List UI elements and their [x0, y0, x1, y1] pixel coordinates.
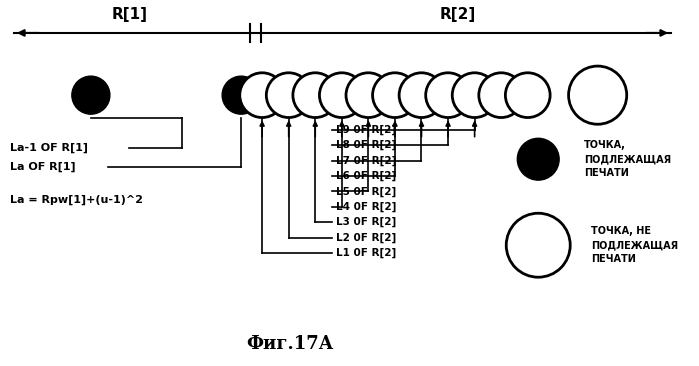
Text: ТОЧКА,
ПОДЛЕЖАЩАЯ
ПЕЧАТИ: ТОЧКА, ПОДЛЕЖАЩАЯ ПЕЧАТИ	[584, 140, 671, 178]
Ellipse shape	[517, 138, 559, 180]
Text: La-1 OF R[1]: La-1 OF R[1]	[10, 143, 89, 153]
Text: R[1]: R[1]	[111, 7, 147, 22]
Ellipse shape	[506, 213, 570, 277]
Text: L8 0F R[2]: L8 0F R[2]	[336, 140, 396, 150]
Text: L3 0F R[2]: L3 0F R[2]	[336, 217, 396, 227]
Text: L9 0F R[2]: L9 0F R[2]	[336, 125, 396, 135]
Text: L7 0F R[2]: L7 0F R[2]	[336, 156, 396, 166]
Text: La = Rpw[1]+(u-1)^2: La = Rpw[1]+(u-1)^2	[10, 194, 143, 205]
Ellipse shape	[346, 73, 391, 117]
Text: R[2]: R[2]	[440, 7, 476, 22]
Text: L4 0F R[2]: L4 0F R[2]	[336, 202, 396, 212]
Text: L5 0F R[2]: L5 0F R[2]	[336, 186, 396, 197]
Ellipse shape	[240, 73, 284, 117]
Text: L2 0F R[2]: L2 0F R[2]	[336, 232, 396, 243]
Ellipse shape	[72, 76, 110, 114]
Text: La OF R[1]: La OF R[1]	[10, 161, 76, 172]
Ellipse shape	[568, 66, 627, 124]
Ellipse shape	[479, 73, 524, 117]
Text: ТОЧКА, НЕ
ПОДЛЕЖАЩАЯ
ПЕЧАТИ: ТОЧКА, НЕ ПОДЛЕЖАЩАЯ ПЕЧАТИ	[591, 226, 678, 264]
Text: L1 0F R[2]: L1 0F R[2]	[336, 248, 396, 258]
Ellipse shape	[373, 73, 417, 117]
Text: L6 0F R[2]: L6 0F R[2]	[336, 171, 396, 181]
Ellipse shape	[505, 73, 550, 117]
Ellipse shape	[319, 73, 364, 117]
Ellipse shape	[293, 73, 338, 117]
Ellipse shape	[399, 73, 444, 117]
Ellipse shape	[426, 73, 470, 117]
Ellipse shape	[266, 73, 311, 117]
Ellipse shape	[452, 73, 497, 117]
Text: Фиг.17А: Фиг.17А	[247, 335, 333, 353]
Ellipse shape	[222, 76, 260, 114]
